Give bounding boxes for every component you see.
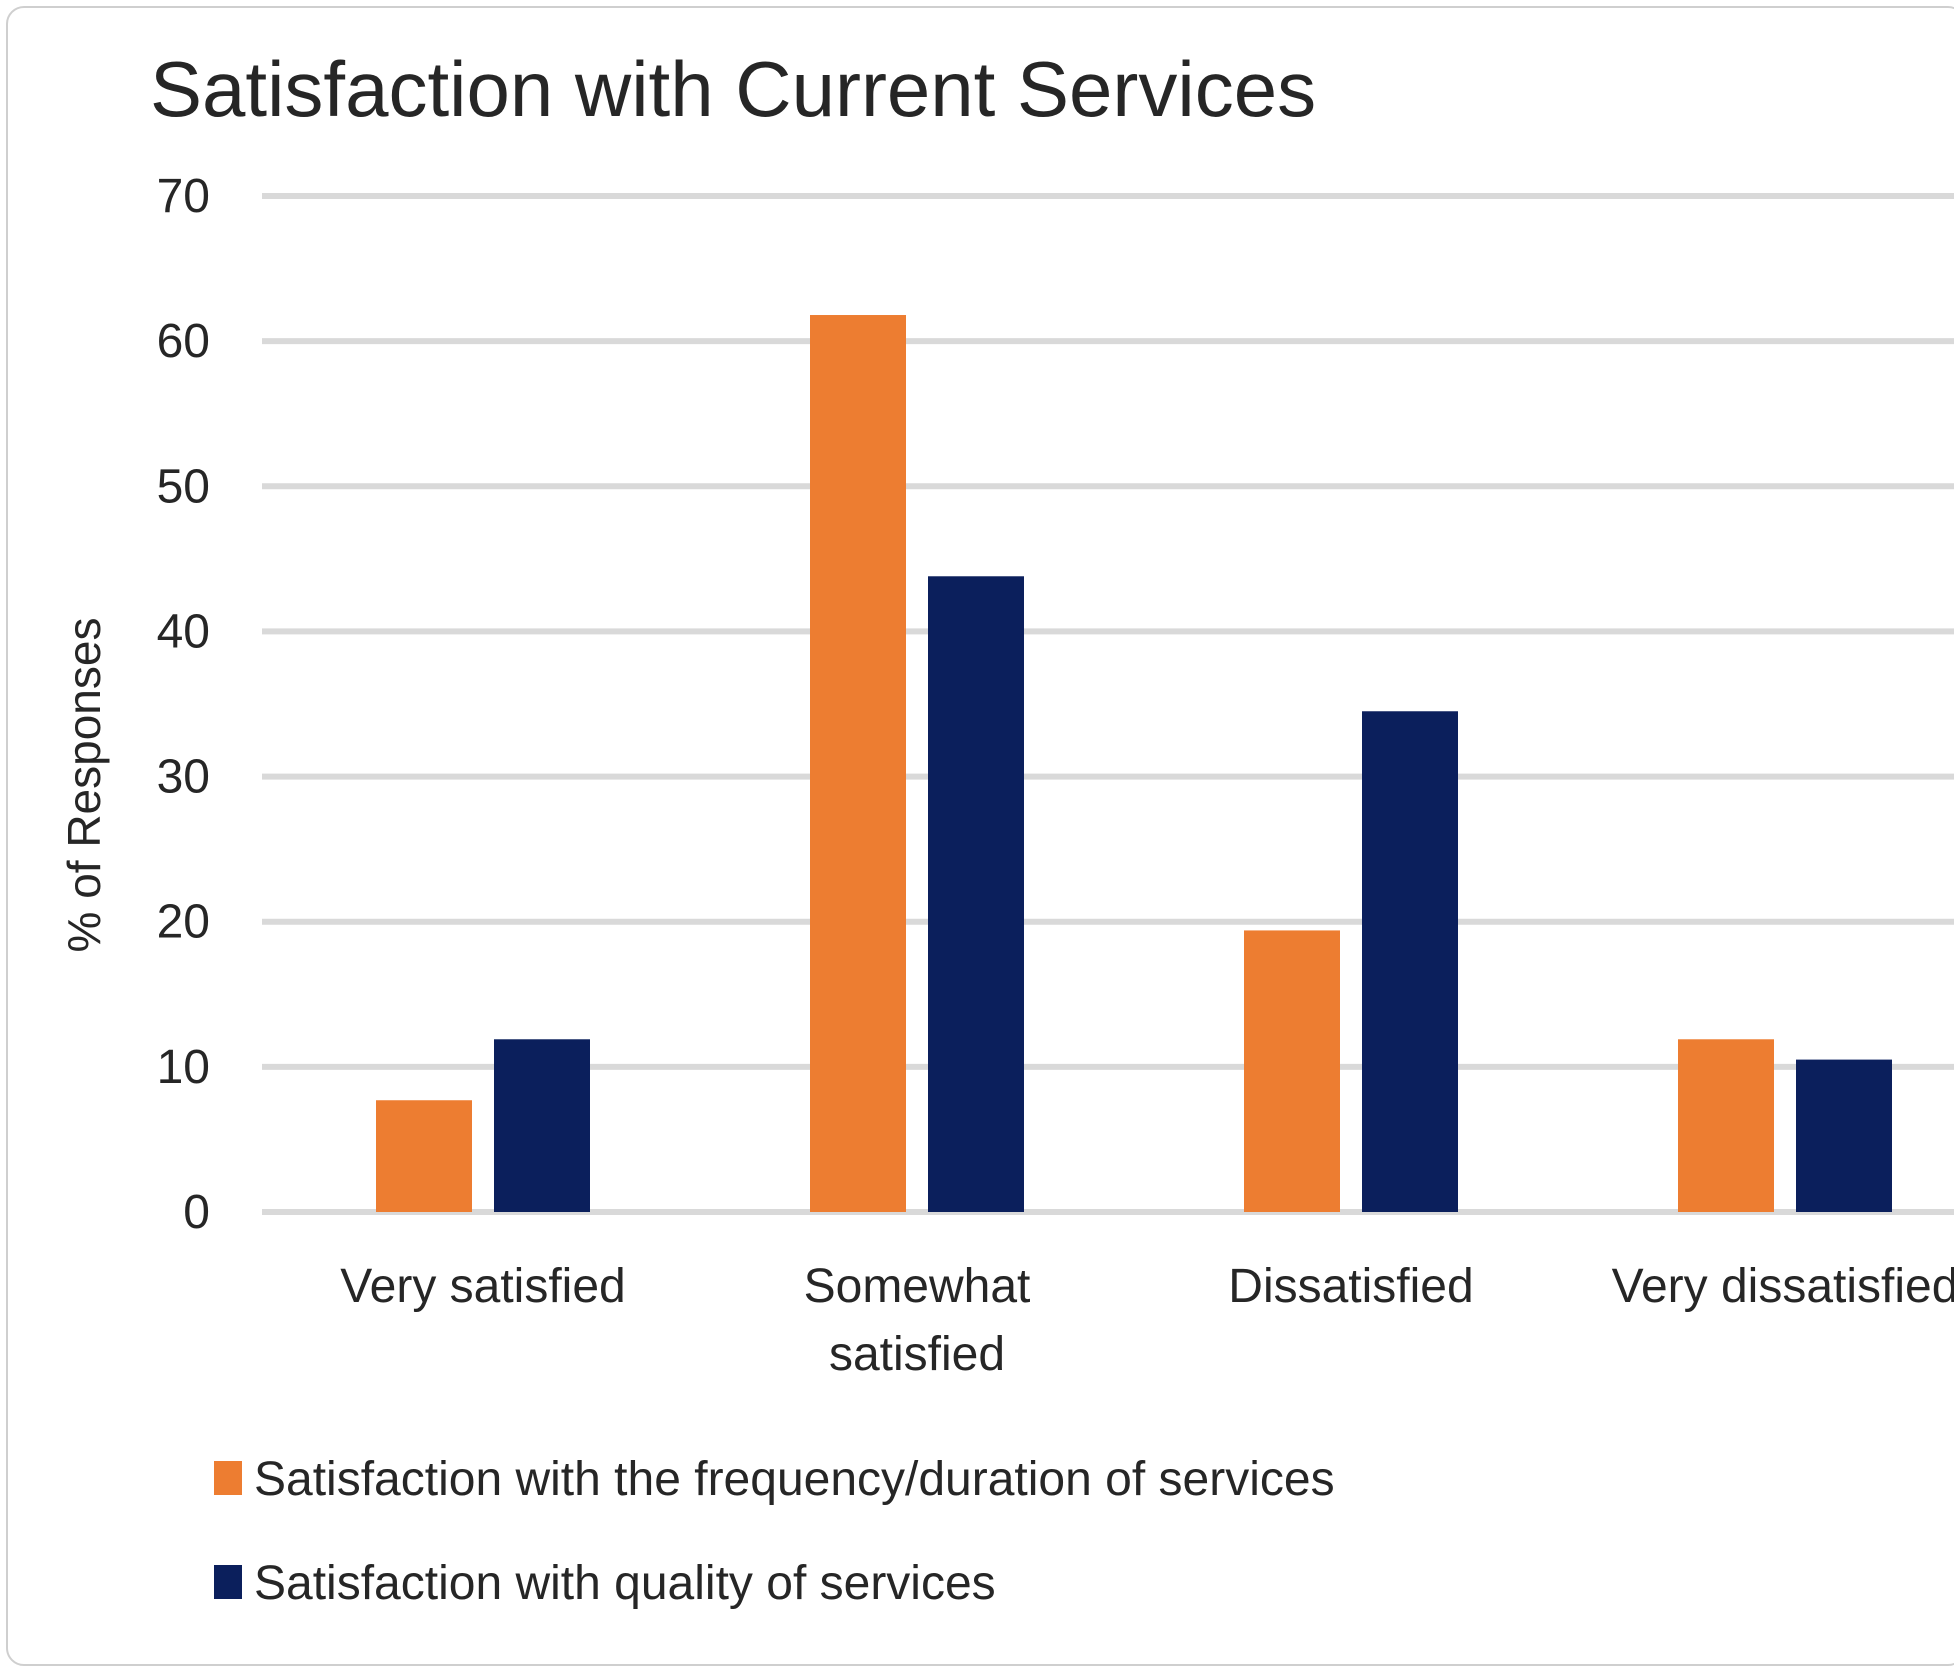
category-label: satisfied (829, 1328, 1005, 1381)
chart-title: Satisfaction with Current Services (150, 45, 1316, 133)
y-axis-label: % of Responses (58, 618, 110, 953)
bar-series-0-0 (376, 1100, 472, 1212)
bars (376, 315, 1892, 1212)
bar-series-1-3 (1796, 1059, 1892, 1212)
legend-label: Satisfaction with quality of services (254, 1557, 996, 1610)
y-tick-label: 30 (157, 751, 210, 804)
y-tick-label: 70 (157, 170, 210, 223)
y-tick-label: 10 (157, 1041, 210, 1094)
y-tick-label: 60 (157, 315, 210, 368)
legend-label: Satisfaction with the frequency/duration… (254, 1453, 1335, 1506)
legend-swatch (214, 1461, 242, 1495)
legend-swatch (214, 1565, 242, 1599)
legend: Satisfaction with the frequency/duration… (214, 1453, 1335, 1610)
y-tick-label: 0 (183, 1186, 210, 1239)
bar-series-1-1 (928, 576, 1024, 1212)
y-tick-label: 20 (157, 896, 210, 949)
chart-canvas: Satisfaction with Current Services 0 10 20… (58, 45, 1954, 1610)
bar-series-0-1 (810, 315, 906, 1212)
bar-series-0-2 (1244, 930, 1340, 1212)
y-tick-label: 40 (157, 605, 210, 658)
category-label: Very dissatisfied (1612, 1260, 1954, 1313)
y-tick-labels: 0 10 20 30 40 50 60 70 (157, 170, 210, 1239)
bar-series-0-3 (1678, 1039, 1774, 1212)
category-label: Very satisfied (340, 1260, 625, 1313)
bar-series-1-2 (1362, 711, 1458, 1212)
y-tick-label: 50 (157, 460, 210, 513)
category-labels: Very satisfied Somewhat satisfied Dissatisf… (340, 1260, 1954, 1381)
category-label: Dissatisfied (1228, 1260, 1473, 1313)
bar-series-1-0 (494, 1039, 590, 1212)
category-label: Somewhat (804, 1260, 1031, 1313)
